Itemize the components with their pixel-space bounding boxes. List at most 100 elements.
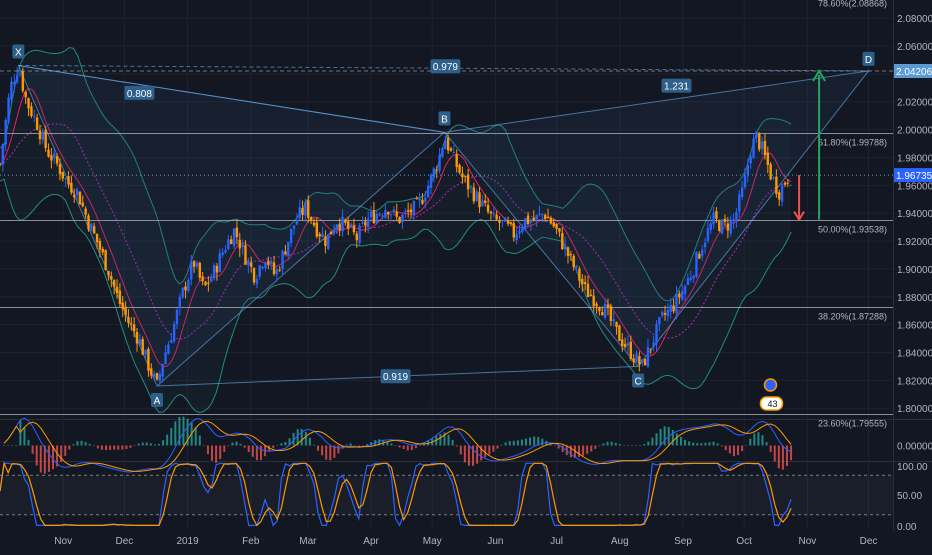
candle-body[interactable] <box>455 154 458 168</box>
candle-body[interactable] <box>101 248 104 253</box>
candle-body[interactable] <box>501 219 504 221</box>
candle-body[interactable] <box>358 225 361 243</box>
candle-body[interactable] <box>264 262 267 268</box>
candle-body[interactable] <box>472 187 476 202</box>
candle-body[interactable] <box>152 373 156 378</box>
candle-body[interactable] <box>515 233 518 241</box>
candle-body[interactable] <box>509 222 513 224</box>
candle-body[interactable] <box>321 233 324 238</box>
candle-body[interactable] <box>150 368 153 376</box>
candle-body[interactable] <box>772 177 775 179</box>
candle-body[interactable] <box>703 242 707 248</box>
candle-body[interactable] <box>318 234 321 237</box>
candle-body[interactable] <box>21 71 25 91</box>
candle-body[interactable] <box>210 277 213 282</box>
candle-body[interactable] <box>652 342 655 348</box>
candle-body[interactable] <box>435 169 438 171</box>
candle-body[interactable] <box>475 191 478 201</box>
candle-body[interactable] <box>141 339 144 355</box>
candle-body[interactable] <box>583 282 587 284</box>
candle-body[interactable] <box>73 194 76 198</box>
candle-body[interactable] <box>230 239 233 245</box>
candle-body[interactable] <box>581 278 584 285</box>
candle-body[interactable] <box>364 221 367 226</box>
candle-body[interactable] <box>398 216 401 223</box>
candle-body[interactable] <box>127 317 130 323</box>
candle-body[interactable] <box>187 280 190 292</box>
candle-body[interactable] <box>506 220 510 224</box>
candle-body[interactable] <box>658 317 661 325</box>
candle-body[interactable] <box>275 269 279 275</box>
candle-body[interactable] <box>552 222 555 227</box>
candle-body[interactable] <box>38 130 42 140</box>
candle-body[interactable] <box>132 324 136 332</box>
candle-body[interactable] <box>723 218 727 222</box>
candle-body[interactable] <box>255 279 259 284</box>
candle-body[interactable] <box>589 294 593 296</box>
candle-body[interactable] <box>292 225 296 229</box>
candle-body[interactable] <box>783 182 787 185</box>
candle-body[interactable] <box>104 250 107 270</box>
candle-body[interactable] <box>224 250 227 253</box>
candle-body[interactable] <box>235 227 239 238</box>
candle-body[interactable] <box>689 277 692 280</box>
candle-body[interactable] <box>324 236 327 247</box>
candle-body[interactable] <box>44 129 47 149</box>
candle-body[interactable] <box>661 311 664 316</box>
candle-body[interactable] <box>344 219 347 223</box>
candle-body[interactable] <box>752 138 755 159</box>
candle-body[interactable] <box>466 174 470 190</box>
candle-body[interactable] <box>412 200 416 216</box>
candle-body[interactable] <box>355 233 358 241</box>
candle-body[interactable] <box>201 276 204 282</box>
candle-body[interactable] <box>449 148 453 151</box>
candle-body[interactable] <box>789 184 792 186</box>
candle-body[interactable] <box>444 140 447 150</box>
candle-body[interactable] <box>700 249 704 257</box>
candle-body[interactable] <box>352 225 356 233</box>
candle-body[interactable] <box>698 253 701 259</box>
candle-body[interactable] <box>347 221 350 229</box>
candle-body[interactable] <box>278 269 281 271</box>
candle-body[interactable] <box>335 224 339 230</box>
candle-body[interactable] <box>735 212 738 222</box>
candle-body[interactable] <box>518 230 521 234</box>
candle-body[interactable] <box>418 198 421 201</box>
candle-body[interactable] <box>478 192 481 208</box>
candle-body[interactable] <box>649 348 652 350</box>
candle-body[interactable] <box>130 323 133 325</box>
candle-body[interactable] <box>572 255 575 268</box>
candle-body[interactable] <box>287 241 290 256</box>
candle-body[interactable] <box>378 213 381 216</box>
candle-body[interactable] <box>663 313 667 315</box>
candle-body[interactable] <box>30 106 33 117</box>
candle-body[interactable] <box>686 278 690 285</box>
candle-body[interactable] <box>272 262 276 274</box>
candle-body[interactable] <box>618 325 621 341</box>
candle-body[interactable] <box>680 291 684 300</box>
candle-body[interactable] <box>429 174 433 188</box>
candle-body[interactable] <box>178 296 182 308</box>
candle-body[interactable] <box>13 82 16 85</box>
candle-body[interactable] <box>563 244 567 250</box>
candle-body[interactable] <box>227 239 230 250</box>
candle-body[interactable] <box>252 268 256 283</box>
candle-body[interactable] <box>780 185 784 202</box>
candle-body[interactable] <box>712 212 715 225</box>
candle-body[interactable] <box>738 194 741 212</box>
candle-body[interactable] <box>192 261 196 267</box>
candle-body[interactable] <box>138 339 142 346</box>
candle-body[interactable] <box>578 268 581 281</box>
candle-body[interactable] <box>492 213 496 215</box>
candle-body[interactable] <box>367 218 370 227</box>
candle-body[interactable] <box>623 343 627 347</box>
candle-body[interactable] <box>18 74 22 76</box>
candle-body[interactable] <box>743 175 747 188</box>
candle-body[interactable] <box>626 343 630 346</box>
candle-body[interactable] <box>15 75 19 83</box>
candle-body[interactable] <box>144 349 147 355</box>
candle-body[interactable] <box>715 211 718 219</box>
candle-body[interactable] <box>212 265 216 279</box>
candle-body[interactable] <box>532 217 535 221</box>
